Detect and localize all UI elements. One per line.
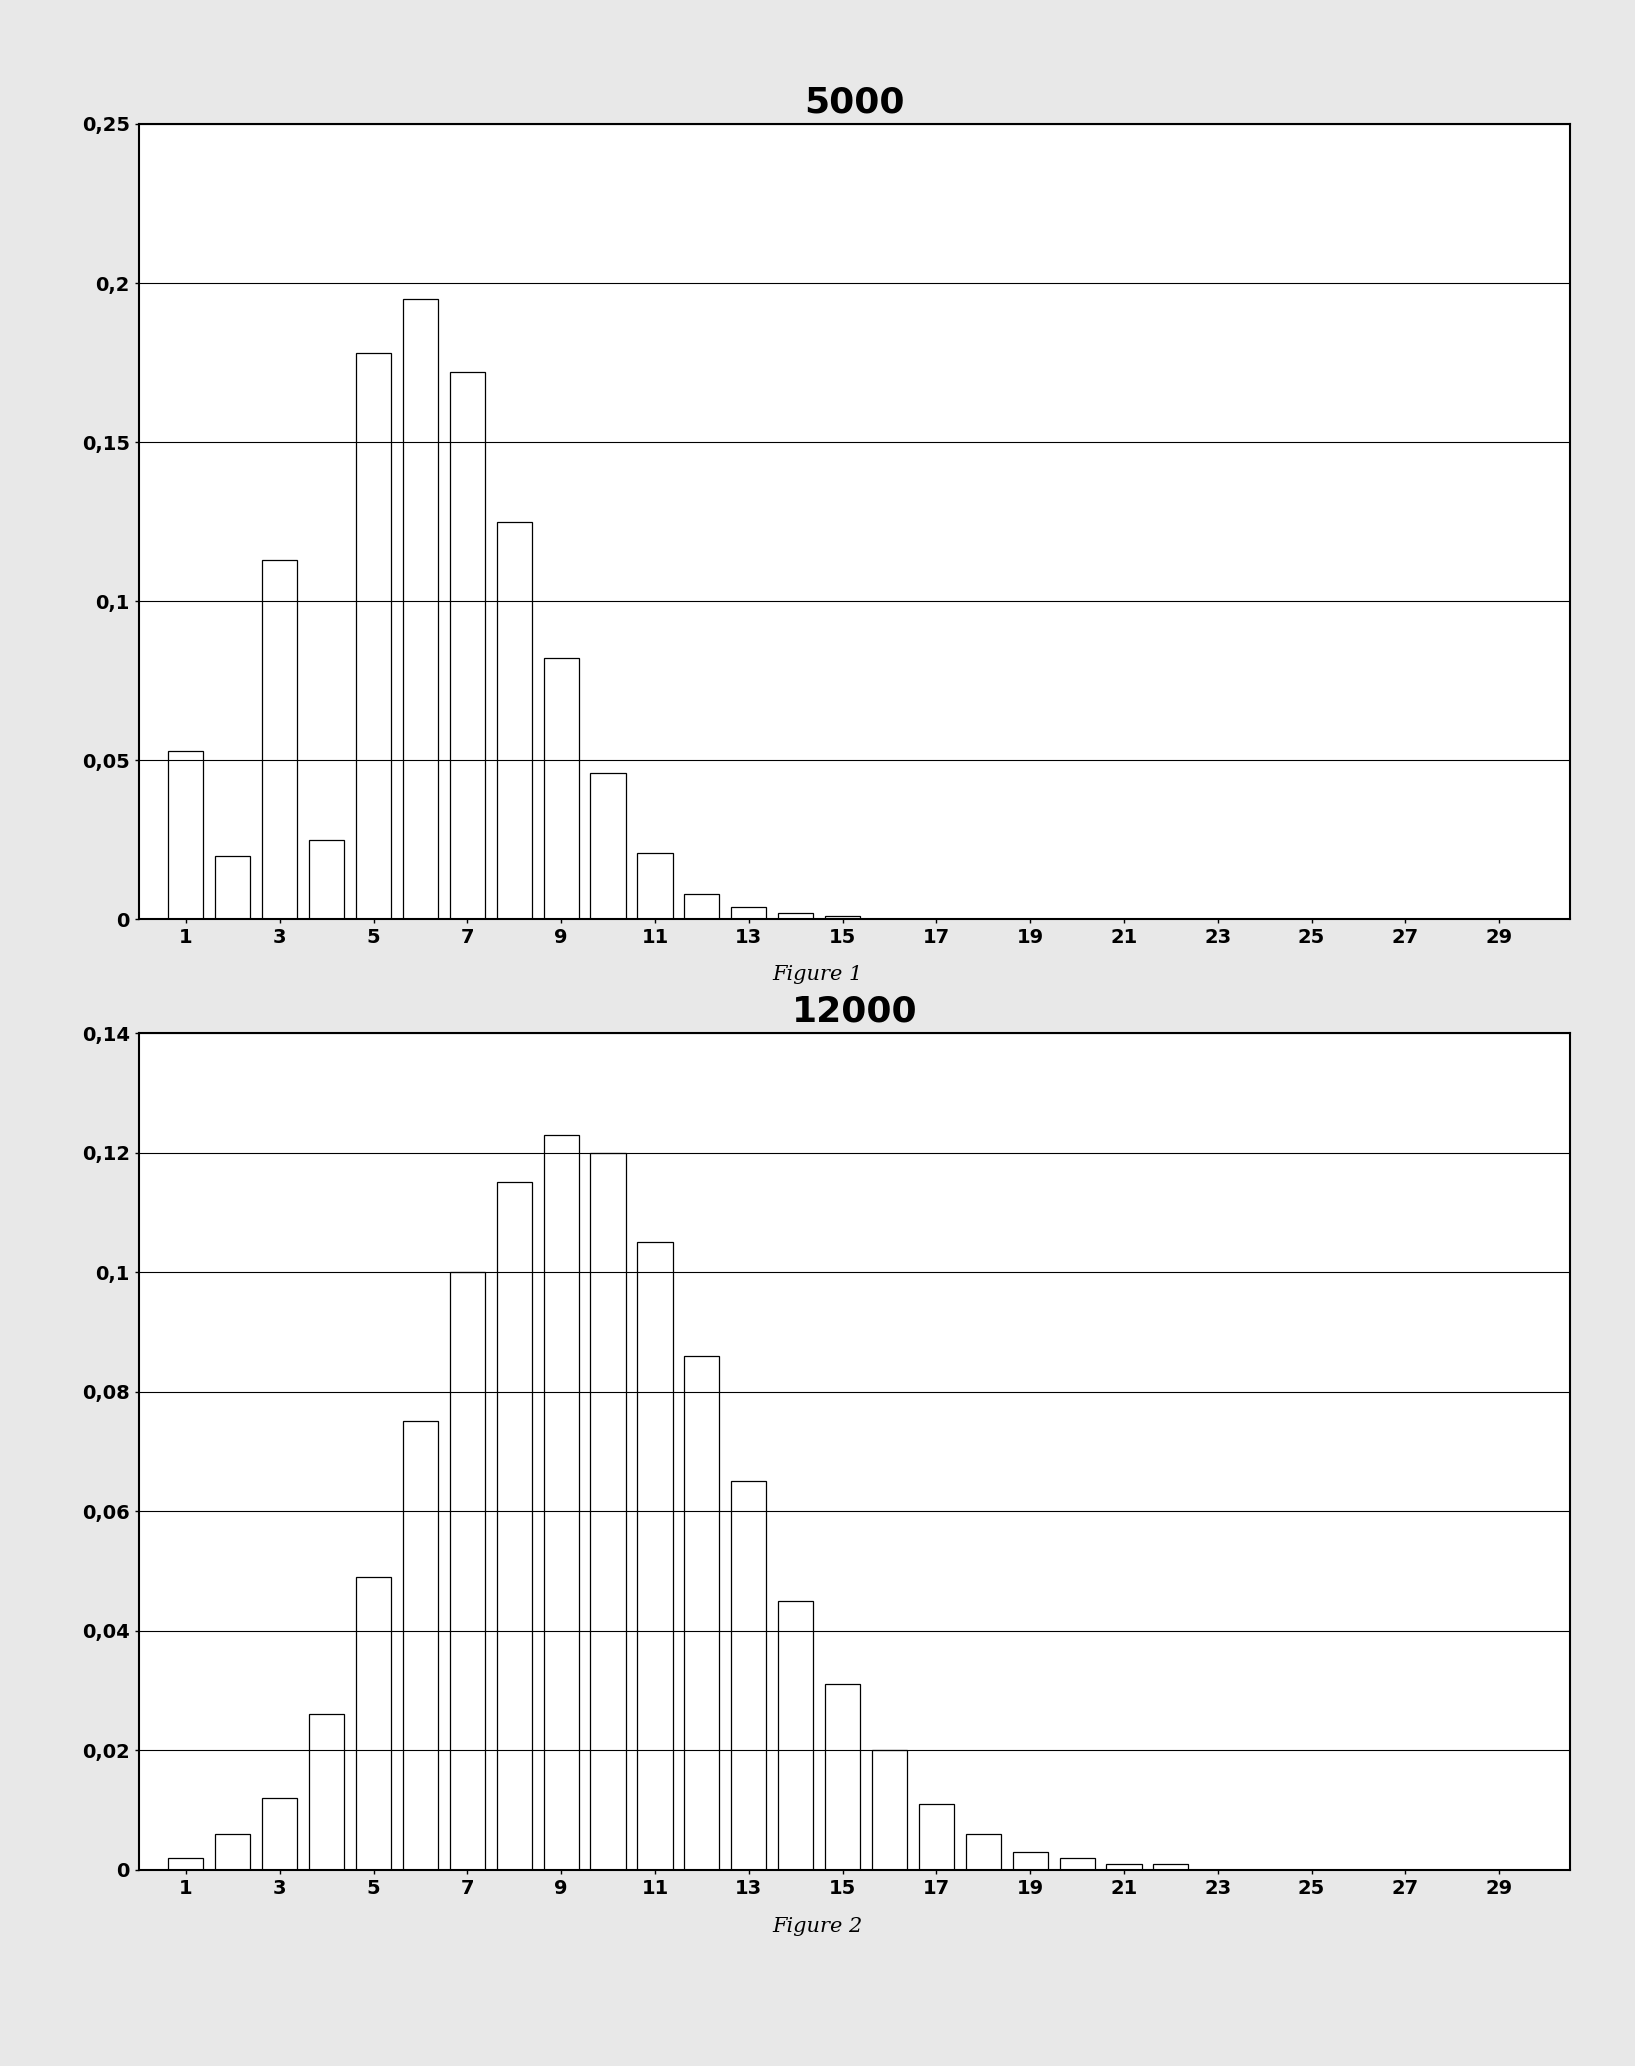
Bar bbox=[638, 853, 672, 919]
Bar bbox=[826, 915, 860, 919]
Bar bbox=[402, 1421, 438, 1870]
Bar bbox=[497, 1182, 531, 1870]
Bar bbox=[1059, 1857, 1095, 1870]
Bar bbox=[685, 895, 719, 919]
Bar bbox=[826, 1684, 860, 1870]
Bar bbox=[262, 560, 298, 919]
Title: 12000: 12000 bbox=[791, 996, 917, 1029]
Bar bbox=[216, 1835, 250, 1870]
Bar bbox=[450, 1273, 486, 1870]
Bar bbox=[216, 855, 250, 919]
Text: Figure 1: Figure 1 bbox=[772, 965, 863, 983]
Bar bbox=[309, 1715, 345, 1870]
Bar bbox=[309, 839, 345, 919]
Bar bbox=[1012, 1851, 1048, 1870]
Bar bbox=[356, 1576, 391, 1870]
Bar bbox=[778, 913, 813, 919]
Bar bbox=[871, 1750, 907, 1870]
Bar bbox=[1153, 1864, 1189, 1870]
Bar bbox=[590, 1153, 626, 1870]
Bar bbox=[168, 750, 203, 919]
Title: 5000: 5000 bbox=[804, 87, 904, 120]
Bar bbox=[543, 1134, 579, 1870]
Text: Figure 2: Figure 2 bbox=[772, 1917, 863, 1936]
Bar bbox=[685, 1355, 719, 1870]
Bar bbox=[450, 372, 486, 919]
Bar bbox=[731, 1481, 767, 1870]
Bar bbox=[402, 300, 438, 919]
Bar bbox=[262, 1797, 298, 1870]
Bar bbox=[543, 659, 579, 919]
Bar bbox=[919, 1804, 953, 1870]
Bar bbox=[168, 1857, 203, 1870]
Bar bbox=[497, 521, 531, 919]
Bar bbox=[638, 1242, 672, 1870]
Bar bbox=[778, 1601, 813, 1870]
Bar bbox=[731, 907, 767, 919]
Bar bbox=[590, 773, 626, 919]
Bar bbox=[356, 353, 391, 919]
Bar bbox=[966, 1835, 1001, 1870]
Bar bbox=[1107, 1864, 1141, 1870]
